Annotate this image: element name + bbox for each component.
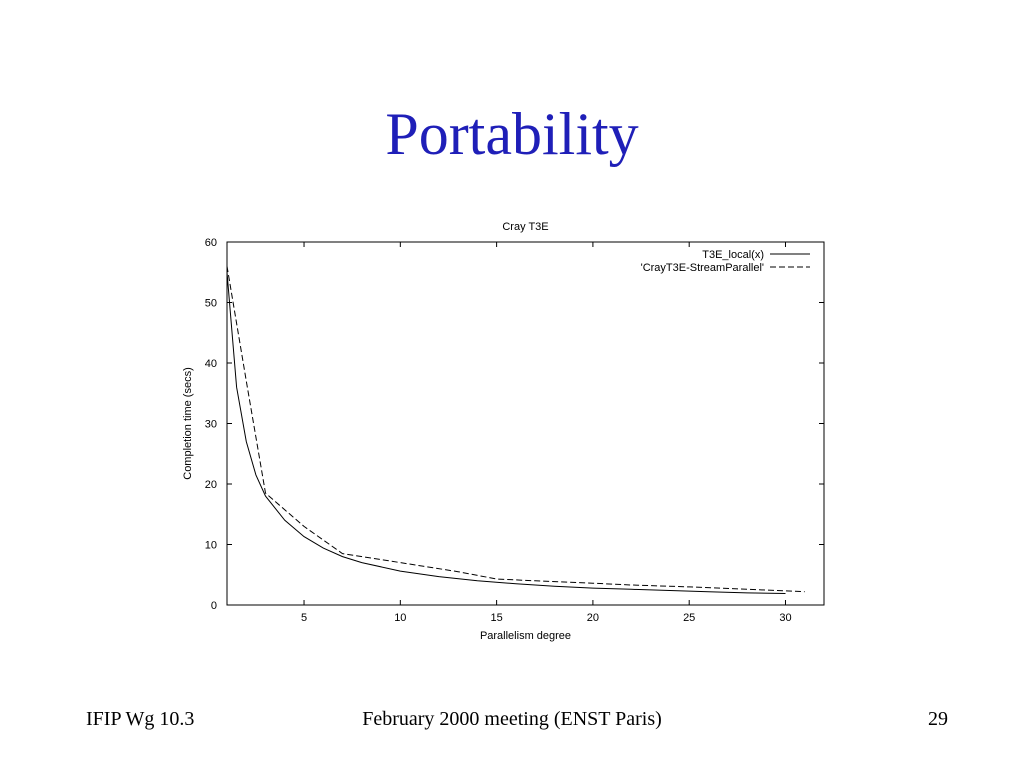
legend: T3E_local(x)'CrayT3E-StreamParallel' [641, 249, 810, 274]
plot-frame [226, 241, 825, 606]
footer-organization: IFIP Wg 10.3 [86, 708, 195, 730]
footer-page-number: 29 [928, 708, 948, 730]
legend-label-2: 'CrayT3E-StreamParallel' [641, 262, 764, 274]
x-tick-label: 5 [301, 612, 307, 624]
y-tick-label: 0 [211, 600, 217, 612]
chart-title: Cray T3E [502, 221, 548, 233]
y-axis-label: Completion time (secs) [182, 367, 194, 479]
x-tick-label: 25 [683, 612, 695, 624]
y-tick-label: 10 [205, 540, 217, 552]
y-tick-label: 20 [205, 479, 217, 491]
y-tick-label: 40 [205, 358, 217, 370]
series-line-2 [226, 266, 805, 593]
y-tick-label: 60 [205, 237, 217, 249]
y-tick-label: 30 [205, 419, 217, 431]
x-tick-label: 10 [394, 612, 406, 624]
footer-meeting: February 2000 meeting (ENST Paris) [362, 708, 662, 730]
series-group [226, 266, 805, 594]
x-tick-label: 30 [779, 612, 791, 624]
x-axis-label: Parallelism degree [480, 630, 571, 642]
slide-title: Portability [385, 101, 639, 167]
y-axis: 0 10 20 30 40 50 60 [205, 237, 824, 612]
x-axis: 5 10 15 20 25 30 [301, 242, 792, 624]
legend-label-1: T3E_local(x) [702, 249, 764, 261]
x-tick-label: 15 [490, 612, 502, 624]
x-tick-label: 20 [587, 612, 599, 624]
series-line-1 [226, 272, 786, 594]
y-tick-label: 50 [205, 298, 217, 310]
